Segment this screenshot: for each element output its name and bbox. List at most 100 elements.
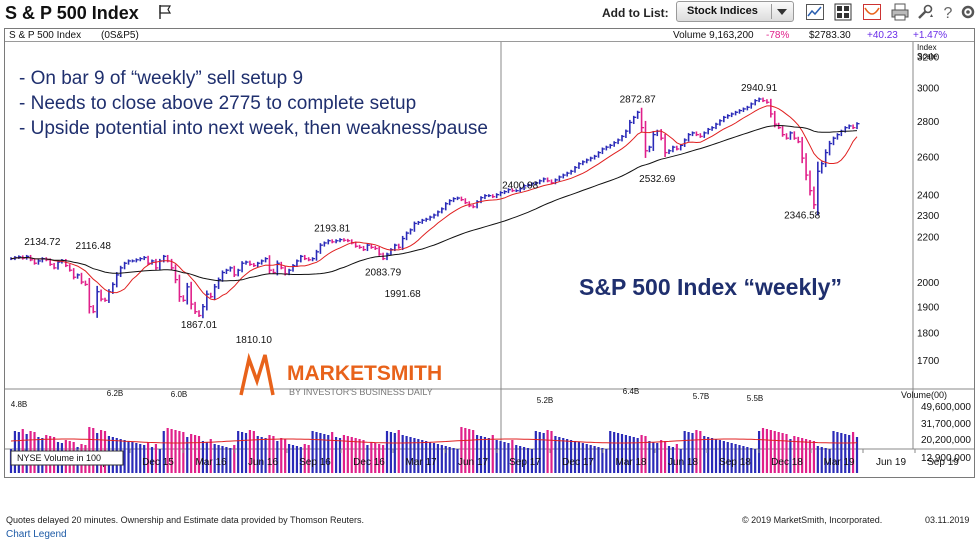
volume-bar: [397, 430, 400, 473]
info-volume-change: -78%: [766, 30, 790, 41]
price-bar: [582, 160, 586, 166]
volume-bar: [746, 447, 749, 473]
chart-legend-link[interactable]: Chart Legend: [6, 529, 67, 540]
price-bar: [151, 259, 155, 265]
volume-bar: [487, 438, 490, 473]
price-bar: [687, 133, 692, 142]
volume-bar: [844, 434, 847, 473]
volume-bar: [291, 445, 295, 473]
x-tick-label: Sep 19: [927, 457, 959, 468]
price-bar: [785, 133, 789, 140]
volume-bar: [773, 431, 776, 473]
price-bar: [715, 122, 719, 130]
volume-bar: [413, 438, 416, 473]
list-select-dropdown[interactable]: Stock Indices: [676, 1, 794, 22]
price-bar: [738, 109, 742, 114]
price-bar: [495, 193, 500, 199]
volume-bar: [585, 444, 588, 473]
price-bar: [766, 99, 770, 104]
volume-bar: [781, 433, 784, 473]
help-icon[interactable]: ?: [938, 2, 958, 22]
price-bar: [92, 305, 96, 314]
chevron-down-icon: [777, 9, 787, 15]
flag-icon[interactable]: [158, 4, 172, 20]
volume-bar: [640, 435, 643, 473]
footer-date: 03.11.2019: [925, 515, 970, 525]
print-icon[interactable]: [890, 2, 910, 22]
price-bar: [108, 289, 112, 303]
volume-bar: [237, 431, 240, 473]
volume-bar: [350, 437, 353, 473]
volume-bar: [131, 442, 134, 473]
logo-name: MARKETSMITH: [287, 362, 442, 385]
volume-labels: 4.8B 6.2B 6.0B 5.2B 6.4B 5.7B 5.5B: [11, 387, 763, 409]
volume-bar: [785, 434, 788, 473]
price-bar: [303, 254, 308, 261]
volume-bar: [824, 448, 827, 473]
price-bar: [241, 261, 245, 273]
price-bar: [609, 143, 613, 149]
volume-bar: [710, 438, 714, 473]
price-bar: [750, 102, 754, 109]
price-bar: [429, 215, 433, 221]
price-bar: [76, 273, 81, 279]
x-tick-label: Mar 16: [195, 457, 227, 468]
volume-bar: [162, 431, 165, 473]
y-tick-label: 1800: [917, 329, 940, 340]
volume-bar: [409, 437, 412, 473]
price-bar: [476, 200, 480, 209]
volume-bar: [221, 446, 224, 473]
price-bar: [84, 280, 88, 286]
volume-bar: [201, 441, 205, 473]
annotation-line-1: - On bar 9 of “weekly” sell setup 9: [19, 68, 303, 89]
price-bar: [335, 239, 339, 244]
tools-icon[interactable]: [915, 2, 935, 22]
settings-icon[interactable]: [958, 2, 978, 22]
volume-bar: [405, 436, 408, 473]
price-bar: [437, 210, 441, 217]
volume-bar: [401, 435, 404, 473]
volume-bar: [738, 445, 741, 473]
price-bar: [272, 268, 276, 274]
compare-icon[interactable]: [862, 2, 882, 22]
volume-bar: [801, 438, 804, 473]
price-bar: [256, 261, 261, 267]
price-bar: [33, 258, 37, 265]
price-label: 2134.72: [24, 237, 61, 248]
price-bar: [350, 239, 355, 245]
volume-bar: [209, 439, 212, 473]
x-tick-label: Mar 17: [405, 457, 437, 468]
price-bar: [213, 283, 218, 300]
price-bar: [209, 292, 214, 299]
price-label: 2116.48: [76, 241, 112, 252]
price-bar: [793, 131, 797, 140]
price-bar: [488, 194, 492, 198]
volume-bar: [569, 440, 573, 473]
price-bar: [601, 147, 605, 155]
volume-bar: [519, 446, 522, 473]
volume-bar: [464, 428, 467, 473]
price-bar: [327, 239, 331, 245]
price-bar: [574, 166, 578, 173]
price-bar: [797, 136, 801, 144]
volume-bar: [624, 435, 628, 473]
layout-icon[interactable]: [833, 2, 853, 22]
price-bar: [300, 254, 304, 263]
price-bar: [413, 221, 417, 232]
volume-bar: [656, 443, 659, 473]
volume-bar: [546, 430, 549, 473]
price-bar: [542, 177, 547, 183]
price-bar: [836, 133, 840, 140]
price-bar: [527, 183, 531, 188]
price-bar: [820, 161, 825, 174]
volume-bar: [456, 449, 459, 473]
volume-bar: [554, 436, 557, 473]
price-bar: [358, 244, 363, 249]
chart-style-icon[interactable]: [805, 2, 825, 22]
price-bar: [758, 97, 762, 103]
volume-bar: [793, 436, 796, 473]
price-bar: [206, 290, 210, 311]
price-bar: [221, 270, 225, 282]
price-bar: [268, 255, 272, 274]
